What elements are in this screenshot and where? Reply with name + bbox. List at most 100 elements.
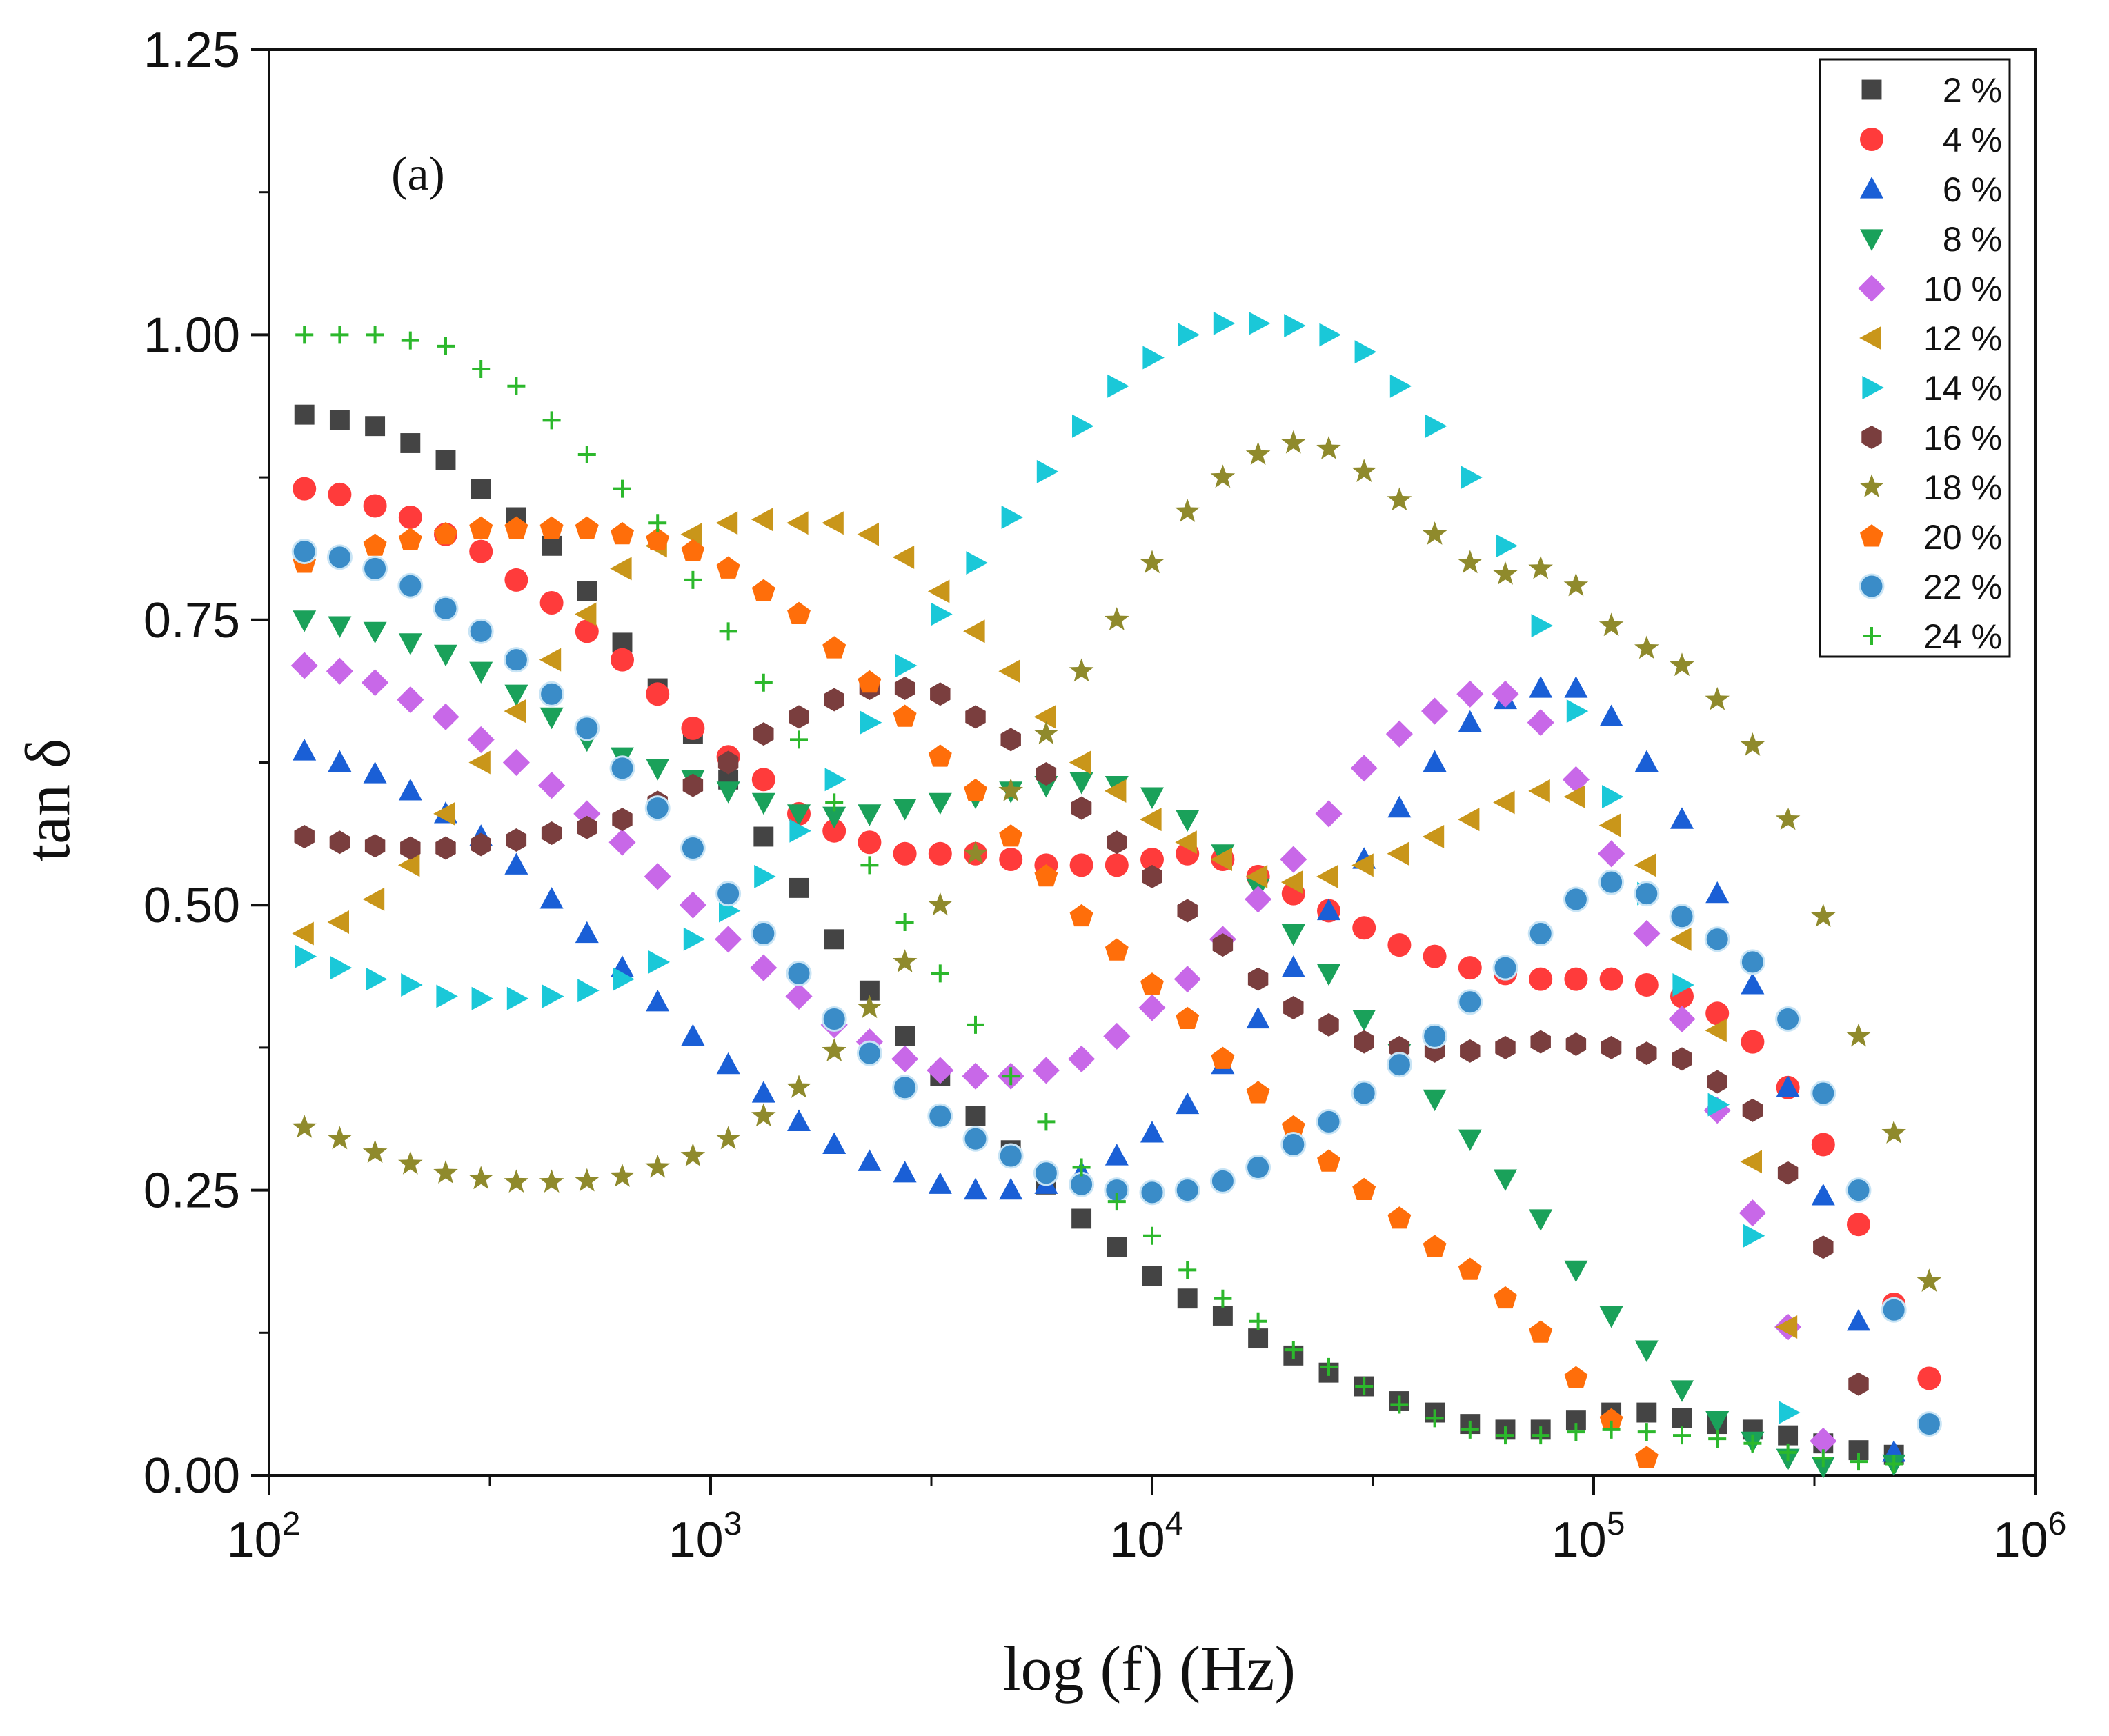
data-point bbox=[328, 482, 352, 506]
data-point bbox=[1850, 1453, 1868, 1471]
data-point bbox=[1779, 1443, 1797, 1461]
data-point bbox=[1602, 785, 1624, 809]
data-point bbox=[824, 768, 847, 792]
data-point bbox=[648, 514, 667, 532]
x-tick-base: 10 bbox=[227, 1513, 282, 1568]
data-point bbox=[1033, 705, 1056, 729]
data-point bbox=[1637, 1423, 1656, 1441]
data-point bbox=[1140, 1121, 1164, 1143]
x-tick-base: 10 bbox=[1110, 1513, 1165, 1568]
data-point bbox=[891, 1045, 919, 1072]
x-axis-title: log (f) (Hz) bbox=[1003, 1633, 1296, 1704]
data-point bbox=[1422, 1023, 1448, 1049]
data-point bbox=[1634, 1340, 1659, 1362]
data-point bbox=[964, 778, 987, 801]
data-point bbox=[611, 648, 634, 672]
data-point bbox=[998, 659, 1020, 684]
data-point bbox=[645, 1154, 670, 1178]
data-point bbox=[893, 704, 917, 727]
legend-label: 20 % bbox=[1923, 518, 2002, 557]
data-point bbox=[1280, 1131, 1307, 1157]
data-point bbox=[1811, 1184, 1835, 1206]
data-point bbox=[613, 479, 631, 498]
data-point bbox=[1176, 1006, 1200, 1030]
data-point bbox=[577, 581, 597, 601]
data-point bbox=[1033, 1160, 1059, 1186]
data-point bbox=[1248, 1328, 1269, 1349]
data-point bbox=[1177, 1288, 1198, 1309]
data-point bbox=[822, 1132, 846, 1155]
data-point bbox=[860, 710, 882, 735]
data-point bbox=[1036, 762, 1057, 786]
legend-marker bbox=[1860, 177, 1883, 199]
data-point bbox=[539, 887, 564, 909]
data-point bbox=[542, 411, 561, 430]
data-point bbox=[1847, 1308, 1870, 1331]
data-point bbox=[1072, 1158, 1091, 1177]
data-point bbox=[400, 433, 421, 453]
data-point bbox=[1846, 1023, 1871, 1047]
data-point bbox=[1811, 1133, 1835, 1157]
data-point bbox=[1387, 841, 1409, 866]
data-point bbox=[326, 657, 353, 685]
data-point bbox=[1634, 1446, 1659, 1468]
data-point bbox=[860, 856, 879, 875]
data-point bbox=[610, 1164, 635, 1187]
data-point bbox=[1284, 314, 1306, 338]
data-point bbox=[1779, 1401, 1801, 1425]
data-point bbox=[857, 995, 882, 1019]
x-tick-exponent: 6 bbox=[2048, 1506, 2067, 1542]
data-point bbox=[1461, 466, 1483, 490]
data-point bbox=[1319, 323, 1341, 347]
data-point bbox=[575, 1168, 600, 1192]
legend-label: 22 % bbox=[1923, 568, 2002, 606]
data-point bbox=[504, 852, 528, 875]
data-point bbox=[1423, 944, 1447, 968]
data-point bbox=[1316, 864, 1338, 888]
data-point bbox=[329, 830, 350, 855]
data-point bbox=[822, 819, 846, 843]
legend-marker bbox=[1862, 376, 1884, 399]
legend-marker bbox=[1860, 524, 1883, 547]
data-point bbox=[715, 511, 738, 535]
data-point bbox=[1564, 1366, 1588, 1388]
data-point bbox=[1283, 996, 1304, 1020]
data-point bbox=[1069, 772, 1093, 795]
data-point bbox=[1210, 464, 1236, 488]
data-point bbox=[504, 684, 528, 707]
data-point bbox=[330, 326, 349, 344]
data-point bbox=[1777, 1161, 1799, 1185]
data-point bbox=[290, 652, 318, 679]
data-point bbox=[295, 326, 314, 344]
data-point bbox=[1881, 1120, 1906, 1144]
data-point bbox=[1281, 1115, 1305, 1138]
data-point bbox=[1069, 853, 1093, 877]
data-point bbox=[1599, 967, 1623, 991]
data-point bbox=[611, 521, 634, 545]
data-point bbox=[1811, 904, 1836, 927]
data-point bbox=[1423, 1235, 1447, 1257]
data-point bbox=[1531, 614, 1554, 638]
data-point bbox=[1494, 1169, 1517, 1191]
data-point bbox=[1636, 1402, 1657, 1423]
data-point bbox=[892, 545, 915, 569]
data-point bbox=[787, 601, 811, 624]
x-tick-label: 105 bbox=[1552, 1506, 1625, 1568]
data-point bbox=[1739, 949, 1765, 975]
data-point bbox=[789, 819, 811, 843]
data-point bbox=[610, 557, 632, 581]
data-point bbox=[397, 853, 420, 877]
data-point bbox=[786, 1075, 811, 1098]
data-point bbox=[822, 511, 844, 535]
data-point bbox=[574, 715, 600, 741]
data-point bbox=[681, 539, 705, 562]
series-14-percent bbox=[295, 311, 1801, 1425]
data-point bbox=[751, 921, 777, 947]
series-18-percent bbox=[292, 430, 1942, 1293]
data-point bbox=[1211, 1046, 1235, 1069]
data-point bbox=[1425, 414, 1447, 438]
data-point bbox=[468, 618, 494, 644]
data-point bbox=[575, 619, 599, 643]
data-point bbox=[719, 622, 737, 641]
y-tick-label: 1.25 bbox=[143, 23, 240, 78]
